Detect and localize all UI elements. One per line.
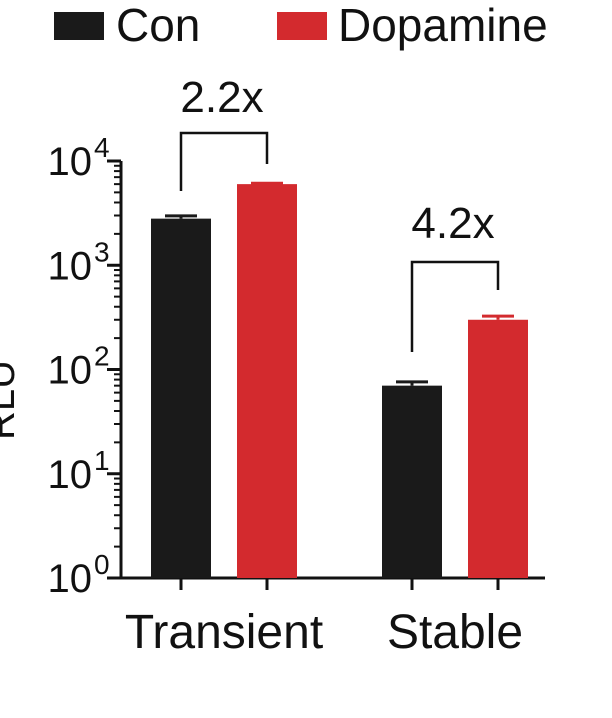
- legend-label: Dopamine: [338, 0, 548, 51]
- legend-label: Con: [116, 0, 200, 51]
- x-axis: Transient Stable: [121, 576, 545, 659]
- bar: [382, 385, 442, 578]
- x-tick-label: Transient: [125, 606, 323, 659]
- significance-bracket: [179, 131, 269, 191]
- fold-change-annotation: 2.2x: [180, 73, 263, 122]
- y-tick-label-exponent: 1: [94, 445, 110, 476]
- legend: Con Dopamine: [54, 0, 548, 51]
- legend-swatch: [54, 12, 104, 40]
- y-tick-label-exponent: 3: [94, 236, 110, 267]
- y-tick-label: 10: [48, 244, 93, 288]
- y-tick-label: 10: [48, 140, 93, 184]
- bar: [151, 218, 211, 578]
- bars: [151, 181, 528, 578]
- y-axis-label: RLU: [0, 360, 23, 440]
- y-tick-label-exponent: 4: [94, 132, 110, 163]
- bar: [468, 319, 528, 578]
- annotations: 2.2x 4.2x: [179, 73, 500, 352]
- y-tick-label-exponent: 0: [94, 549, 110, 580]
- legend-swatch: [277, 12, 327, 40]
- fold-change-annotation: 4.2x: [411, 199, 494, 248]
- bar: [237, 184, 297, 578]
- y-tick-label: 10: [48, 349, 93, 393]
- y-tick-label: 10: [48, 453, 93, 497]
- significance-bracket: [410, 260, 500, 352]
- x-tick-label: Stable: [387, 606, 523, 659]
- y-tick-label: 10: [48, 557, 93, 601]
- y-tick-label-exponent: 2: [94, 341, 110, 372]
